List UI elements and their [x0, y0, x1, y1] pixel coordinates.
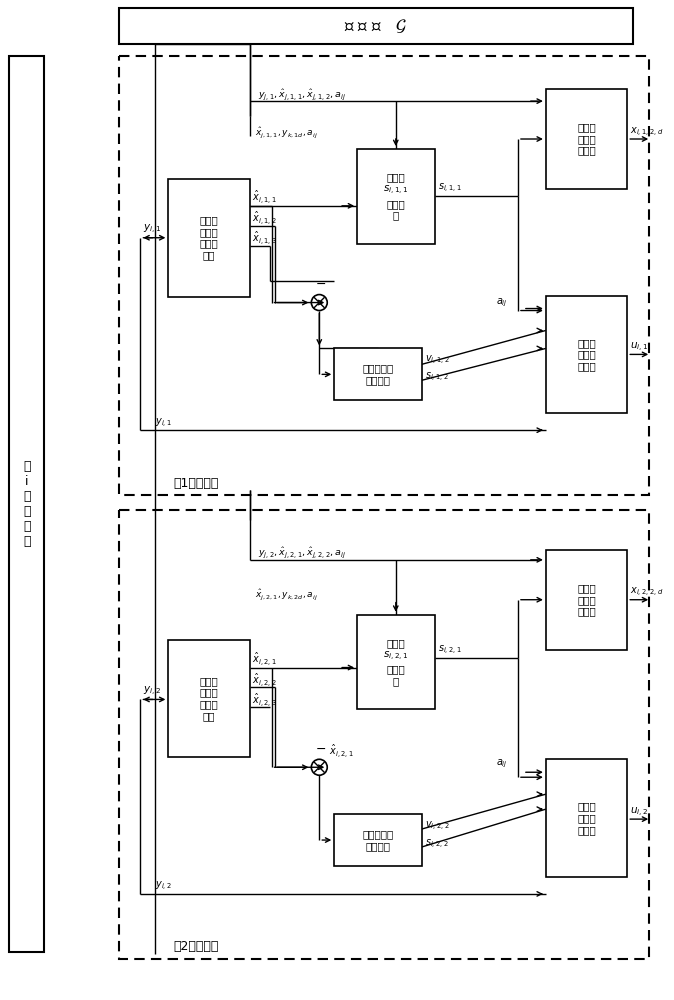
FancyBboxPatch shape [357, 615, 435, 709]
Text: $y_{i,1}$: $y_{i,1}$ [144, 223, 162, 236]
Text: −: − [316, 743, 326, 756]
Text: $\hat{x}_{i,2,3}$: $\hat{x}_{i,2,3}$ [251, 692, 277, 709]
Text: $\hat{x}_{i,2,2}$: $\hat{x}_{i,2,2}$ [251, 672, 276, 689]
Text: 有 向 图   $\mathcal{G}$: 有 向 图 $\mathcal{G}$ [344, 17, 408, 35]
Text: 第1子控制器: 第1子控制器 [173, 477, 218, 490]
Text: $\hat{x}_{i,1,3}$: $\hat{x}_{i,1,3}$ [251, 230, 277, 247]
FancyBboxPatch shape [334, 814, 422, 866]
Text: $a_{ij}$: $a_{ij}$ [496, 296, 508, 309]
Text: $x_{i,2,2,d}$: $x_{i,2,2,d}$ [630, 586, 664, 599]
FancyBboxPatch shape [168, 179, 250, 297]
Text: $s_{i,1,2}$: $s_{i,1,2}$ [425, 371, 448, 384]
Text: $s_{i,1,1}$: $s_{i,1,1}$ [437, 182, 462, 195]
Text: $s_{i,2,1}$: $s_{i,2,1}$ [437, 644, 462, 657]
Text: $\hat{x}_{j,2,1},y_{k,2d},a_{ij}$: $\hat{x}_{j,2,1},y_{k,2d},a_{ij}$ [255, 587, 317, 602]
Text: $x_{i,1,2,d}$: $x_{i,1,2,d}$ [630, 125, 664, 139]
Text: $\hat{x}_{i,2,1}$: $\hat{x}_{i,2,1}$ [329, 743, 355, 760]
FancyBboxPatch shape [334, 348, 422, 400]
Text: $y_{i,2}$: $y_{i,2}$ [144, 685, 162, 698]
FancyBboxPatch shape [546, 296, 627, 413]
Text: 第一跟踪微
分器单元: 第一跟踪微 分器单元 [363, 364, 394, 385]
Text: 第一扩
张状态
观测器
单元: 第一扩 张状态 观测器 单元 [200, 676, 218, 721]
Text: 第三非
线性运
算单元: 第三非 线性运 算单元 [577, 583, 596, 616]
Text: 第二非
线性运
算单元: 第二非 线性运 算单元 [577, 338, 596, 371]
Text: 第2子控制器: 第2子控制器 [173, 940, 218, 953]
Text: $u_{i,1}$: $u_{i,1}$ [630, 341, 648, 354]
FancyBboxPatch shape [119, 8, 634, 44]
Text: $y_{j,2},\hat{x}_{j,2,1},\hat{x}_{j,2,2},a_{ij}$: $y_{j,2},\hat{x}_{j,2,1},\hat{x}_{j,2,2}… [257, 545, 346, 560]
Text: $v_{i,2,2}$: $v_{i,2,2}$ [425, 820, 449, 833]
Text: $\hat{x}_{i,1,1}$: $\hat{x}_{i,1,1}$ [251, 189, 277, 206]
Text: $a_{ij}$: $a_{ij}$ [496, 758, 508, 770]
Text: 误差面
$s_{i,2,1}$
运算单
元: 误差面 $s_{i,2,1}$ 运算单 元 [383, 638, 408, 686]
Text: $y_{i,2}$: $y_{i,2}$ [156, 880, 173, 893]
Text: $\hat{x}_{i,1,2}$: $\hat{x}_{i,1,2}$ [251, 210, 276, 227]
FancyBboxPatch shape [9, 56, 44, 952]
Text: $v_{i,1,2}$: $v_{i,1,2}$ [425, 354, 449, 367]
Text: $y_{j,1},\hat{x}_{j,1,1},\hat{x}_{j,1,2},a_{ij}$: $y_{j,1},\hat{x}_{j,1,1},\hat{x}_{j,1,2}… [257, 87, 346, 102]
Text: 第一扩
张状态
观测器
单元: 第一扩 张状态 观测器 单元 [200, 215, 218, 260]
Text: $\hat{x}_{j,1,1},y_{k,1d},a_{ij}$: $\hat{x}_{j,1,1},y_{k,1d},a_{ij}$ [255, 126, 317, 140]
Text: $s_{i,2,2}$: $s_{i,2,2}$ [425, 837, 448, 851]
FancyBboxPatch shape [546, 89, 627, 189]
Text: 第
i
个
跟
随
者: 第 i 个 跟 随 者 [23, 460, 30, 548]
FancyBboxPatch shape [546, 759, 627, 877]
Text: 第二跟踪微
分器单元: 第二跟踪微 分器单元 [363, 829, 394, 851]
Text: 误差面
$s_{i,1,1}$
运算单
元: 误差面 $s_{i,1,1}$ 运算单 元 [383, 172, 408, 220]
FancyBboxPatch shape [168, 640, 250, 757]
FancyBboxPatch shape [357, 149, 435, 244]
Text: $y_{i,1}$: $y_{i,1}$ [156, 417, 173, 430]
Text: $u_{i,2}$: $u_{i,2}$ [630, 806, 648, 819]
Text: 第一非
线性运
算单元: 第一非 线性运 算单元 [577, 122, 596, 156]
Text: 第四非
线性运
算单元: 第四非 线性运 算单元 [577, 802, 596, 835]
FancyBboxPatch shape [546, 550, 627, 650]
Text: −: − [316, 278, 326, 291]
Text: $\hat{x}_{i,2,1}$: $\hat{x}_{i,2,1}$ [251, 651, 277, 668]
